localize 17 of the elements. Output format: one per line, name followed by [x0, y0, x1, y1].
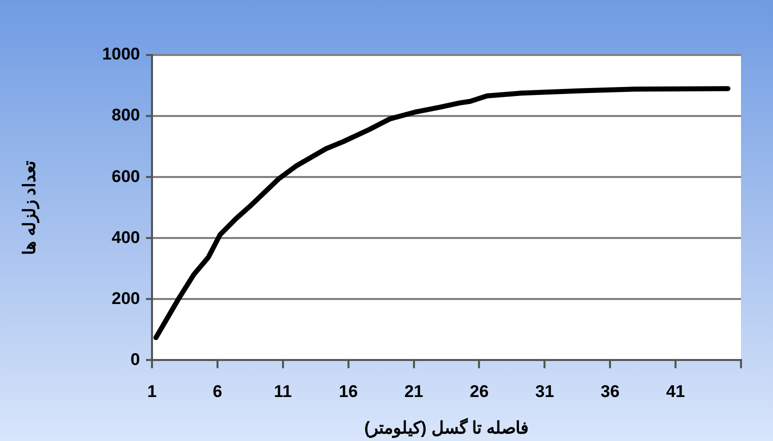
y-axis-title: تعداد زلزله ها	[20, 160, 40, 255]
y-tick-label: 1000	[102, 44, 140, 64]
x-tick-label: 6	[212, 382, 222, 402]
y-tick-label: 0	[130, 350, 140, 369]
y-tick-label: 800	[112, 106, 140, 125]
x-tick-label: 21	[404, 382, 424, 402]
x-tick-label: 31	[535, 382, 554, 402]
x-tick-label: 36	[600, 382, 620, 402]
y-tick-label: 600	[112, 166, 140, 186]
y-tick-label: 400	[112, 228, 140, 247]
x-tick-label: 26	[470, 382, 489, 402]
x-tick-label: 41	[666, 382, 686, 402]
x-tick-label: 11	[274, 382, 292, 402]
x-axis-title: فاصله تا گسل (کیلومتر)	[364, 417, 529, 438]
y-tick-label: 200	[112, 288, 140, 308]
x-tick-label: 16	[338, 382, 358, 402]
x-tick-label: 1	[147, 382, 157, 402]
